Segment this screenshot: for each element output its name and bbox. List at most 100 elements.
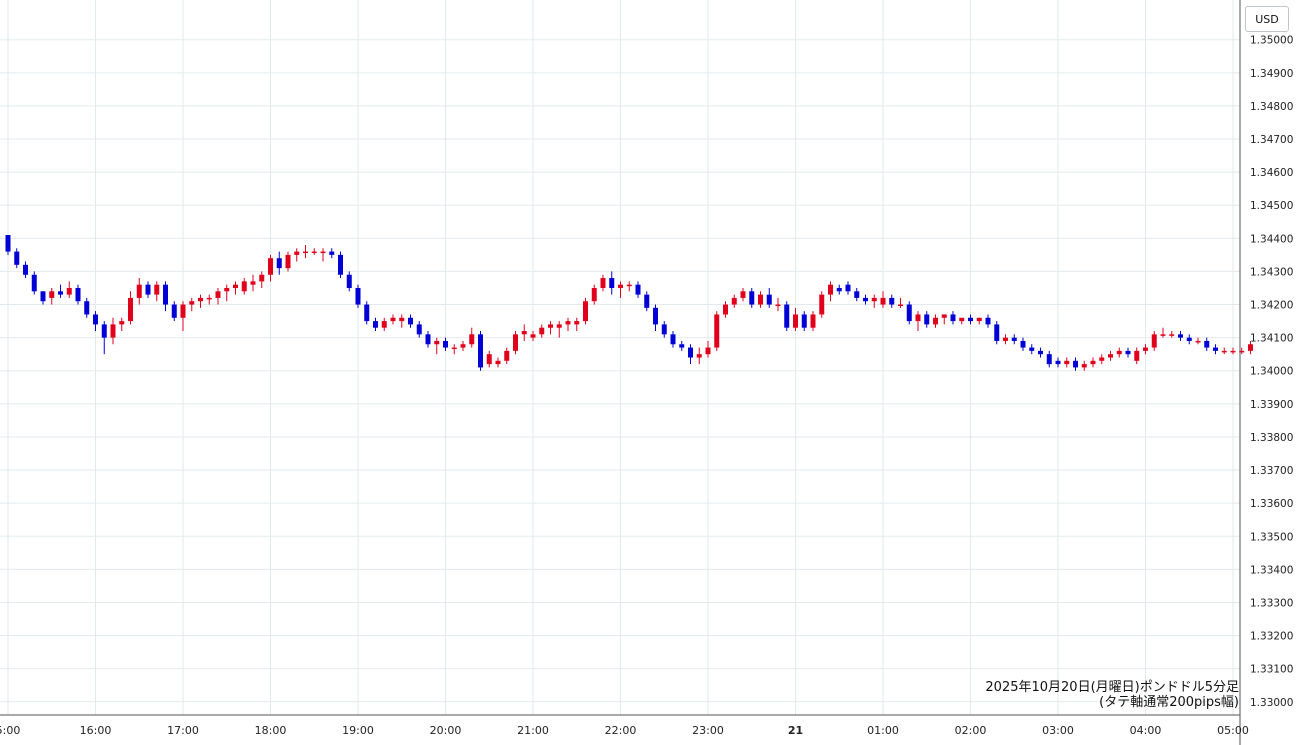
candle-up xyxy=(469,327,475,348)
candle-up xyxy=(626,281,632,292)
price-tick-label: 1.33800 xyxy=(1250,432,1293,444)
candle-body xyxy=(1011,337,1017,341)
candle-up xyxy=(241,278,247,295)
candle-up xyxy=(775,297,781,312)
candle-body xyxy=(775,304,781,307)
gridlines xyxy=(0,0,1240,715)
price-tick-label: 1.34300 xyxy=(1250,266,1293,278)
candle-down xyxy=(84,297,90,318)
candle-down xyxy=(1011,334,1017,345)
candle-up xyxy=(303,244,308,259)
candle-body xyxy=(1248,344,1253,351)
candle-down xyxy=(968,314,973,325)
candle-up xyxy=(793,307,798,332)
candle-body xyxy=(23,264,28,275)
candle-up xyxy=(959,317,965,325)
candle-down xyxy=(1020,337,1026,351)
candle-down xyxy=(1178,331,1183,341)
candle-body xyxy=(478,334,483,368)
candle-body xyxy=(303,251,308,254)
candle-up xyxy=(548,321,553,335)
candle-body xyxy=(1213,347,1218,351)
candle-up xyxy=(311,248,317,255)
price-axis[interactable]: 1.35000 1.34900 1.34800 1.34700 1.34600 1.345… xyxy=(1250,35,1293,709)
price-tick-label: 1.34500 xyxy=(1250,200,1293,212)
candle-up xyxy=(136,278,142,305)
candle-up xyxy=(180,301,186,332)
candles xyxy=(5,235,1253,371)
candle-body xyxy=(819,294,825,315)
candle-down xyxy=(661,321,667,338)
candle-body xyxy=(968,317,973,322)
candle-body xyxy=(863,297,868,302)
candle-up xyxy=(434,337,440,355)
candle-body xyxy=(976,317,982,322)
candle-up xyxy=(451,344,457,355)
candle-down xyxy=(635,281,641,298)
candle-down xyxy=(5,235,11,255)
candle-body xyxy=(163,284,168,305)
candle-body xyxy=(84,301,90,315)
candle-down xyxy=(425,331,431,348)
candle-body xyxy=(180,304,186,318)
candle-body xyxy=(574,321,580,325)
candle-body xyxy=(705,347,711,355)
chart-caption-line2: (タテ軸通常200pips幅) xyxy=(1099,695,1239,710)
candle-down xyxy=(408,314,413,328)
candle-body xyxy=(154,284,160,295)
candle-body xyxy=(661,324,667,335)
candle-up xyxy=(880,291,886,308)
candle-body xyxy=(924,314,930,325)
candle-body xyxy=(128,297,133,322)
candle-body xyxy=(486,354,492,365)
candle-down xyxy=(40,291,46,305)
candle-up xyxy=(556,321,562,338)
candle-body xyxy=(679,344,685,348)
candle-up xyxy=(600,274,606,292)
candle-down xyxy=(1046,350,1052,368)
candle-body xyxy=(49,291,55,298)
candle-down xyxy=(985,314,991,328)
candle-up xyxy=(591,284,597,305)
candle-body xyxy=(268,258,273,275)
candle-up xyxy=(731,294,737,308)
candle-body xyxy=(731,297,737,305)
candle-body xyxy=(880,297,886,305)
candle-body xyxy=(425,334,431,345)
candle-up xyxy=(714,311,720,351)
candle-down xyxy=(1213,344,1218,355)
candle-body xyxy=(618,284,623,288)
candle-body xyxy=(1230,350,1236,353)
time-axis[interactable]: 5:00 16:00 17:00 18:00 19:00 20:00 21:00 22:00 2… xyxy=(0,724,1249,737)
candle-up xyxy=(1064,357,1070,368)
candle-body xyxy=(1195,340,1201,343)
currency-badge[interactable]: USD xyxy=(1245,6,1289,32)
candle-up xyxy=(206,294,212,305)
candle-body xyxy=(276,258,282,269)
candle-body xyxy=(915,314,921,322)
candle-body xyxy=(93,314,98,325)
candle-down xyxy=(443,337,448,351)
candle-up xyxy=(1099,354,1105,365)
price-tick-label: 1.33600 xyxy=(1250,498,1293,510)
candle-body xyxy=(346,274,352,288)
candle-body xyxy=(1099,357,1105,361)
candle-body xyxy=(338,254,343,275)
candle-down xyxy=(749,287,755,308)
candle-down xyxy=(93,311,98,332)
candle-down xyxy=(355,284,361,308)
candle-body xyxy=(548,324,553,328)
candle-down xyxy=(171,301,177,322)
candle-up xyxy=(486,350,492,368)
candle-body xyxy=(784,304,790,328)
time-tick-label: 04:00 xyxy=(1130,724,1162,737)
candle-body xyxy=(198,297,203,302)
candle-body xyxy=(1134,350,1140,361)
candle-down xyxy=(679,340,685,351)
candle-body xyxy=(828,284,833,295)
candle-body xyxy=(1239,350,1245,353)
candle-body xyxy=(845,284,851,292)
candle-up xyxy=(119,317,125,332)
candle-body xyxy=(801,314,807,328)
candle-body xyxy=(906,304,912,322)
